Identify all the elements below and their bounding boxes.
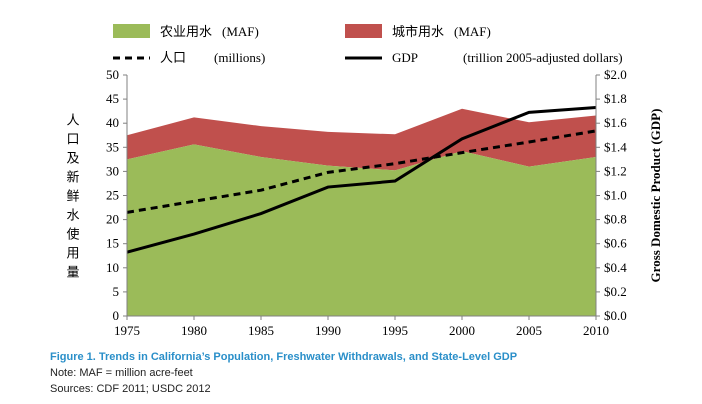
x-tick-label: 1985 [248, 323, 274, 338]
legend-unit-agricultural-water: (MAF) [222, 24, 259, 39]
figure-sources: Sources: CDF 2011; USDC 2012 [50, 383, 211, 395]
left-tick-label: 5 [113, 284, 120, 299]
right-tick-label: $0.2 [604, 284, 627, 299]
plot-lines [126, 106, 597, 254]
figure-title: Figure 1. Trends in California’s Populat… [50, 351, 518, 363]
legend-unit-gdp: (trillion 2005-adjusted dollars) [463, 50, 623, 65]
x-tick-label: 1975 [114, 323, 140, 338]
x-tick-label: 2000 [449, 323, 475, 338]
legend-label-agricultural-water: 农业用水 [160, 25, 212, 40]
left-tick-label: 25 [106, 188, 119, 203]
right-tick-label: $1.6 [604, 115, 627, 130]
plot-areas [127, 108, 596, 316]
x-tick-label: 2005 [516, 323, 542, 338]
left-tick-label: 40 [106, 115, 119, 130]
area-urban-water [127, 108, 596, 171]
area-agricultural-water [127, 144, 596, 316]
right-tick-label: $0.0 [604, 308, 627, 323]
right-tick-label: $1.0 [604, 188, 627, 203]
legend-swatch-urban-water [345, 24, 382, 38]
legend-label-urban-water: 城市用水 [392, 24, 444, 40]
line-population [126, 129, 597, 214]
left-tick-label: 45 [106, 91, 119, 106]
legend-unit-urban-water: (MAF) [454, 24, 491, 39]
left-axis-title: 人口及新鲜水使用量 [66, 114, 79, 281]
legend-unit-population: (millions) [214, 50, 265, 65]
left-tick-label: 0 [113, 308, 120, 323]
legend: 农业用水 (MAF) 城市用水 (MAF) 人口 (millions) GDP (trilli… [113, 24, 623, 66]
axes: 0 5 10 15 20 25 30 35 40 45 50 $0.0 $0.2 $0.4 $0.6 $0.8… [106, 67, 627, 338]
axis-labels: 人口及新鲜水使用量 Gross Domestic Product (GDP) [66, 109, 663, 283]
right-tick-label: $2.0 [604, 67, 627, 82]
right-tick-label: $0.8 [604, 212, 627, 227]
right-axis-title: Gross Domestic Product (GDP) [648, 109, 663, 283]
x-tick-label: 1995 [382, 323, 408, 338]
left-tick-label: 50 [106, 67, 119, 82]
legend-swatch-agricultural-water [113, 24, 150, 38]
right-tick-label: $1.4 [604, 139, 627, 154]
figure-note: Note: MAF = million acre-feet [50, 367, 193, 379]
left-tick-label: 20 [106, 212, 119, 227]
x-tick-label: 1990 [315, 323, 341, 338]
left-tick-label: 30 [106, 163, 119, 178]
right-tick-label: $1.8 [604, 91, 627, 106]
x-tick-label: 2010 [583, 323, 609, 338]
right-tick-label: $1.2 [604, 163, 627, 178]
left-tick-label: 15 [106, 236, 119, 251]
left-tick-label: 10 [106, 260, 119, 275]
right-tick-label: $0.4 [604, 260, 627, 275]
line-gdp [126, 106, 597, 254]
left-tick-label: 35 [106, 139, 119, 154]
right-tick-label: $0.6 [604, 236, 627, 251]
legend-label-gdp: GDP [392, 50, 418, 65]
legend-label-population: 人口 [160, 51, 186, 66]
x-tick-label: 1980 [181, 323, 207, 338]
